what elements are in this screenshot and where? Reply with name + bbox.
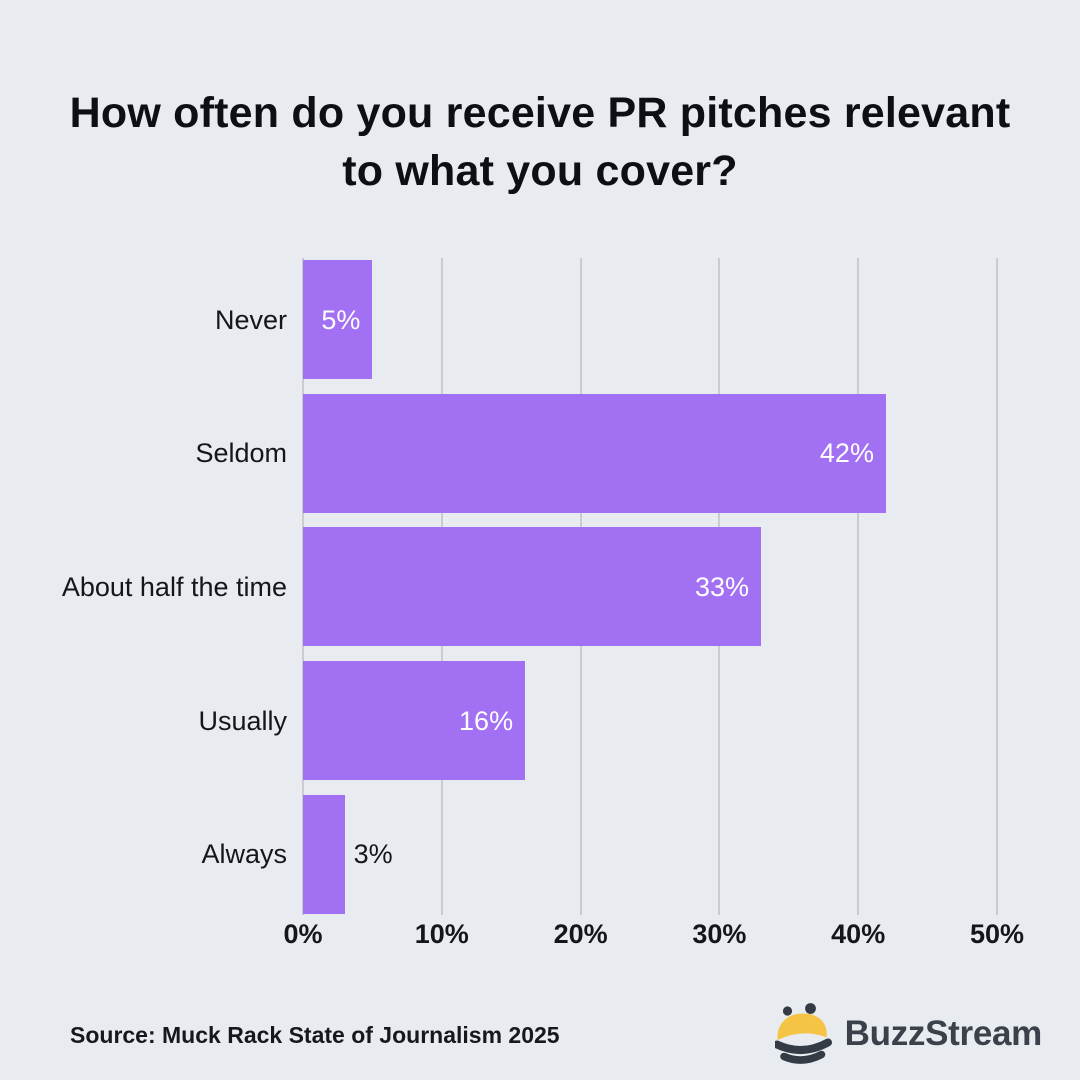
x-tick-label: 20% (553, 919, 608, 949)
buzzstream-logo: BuzzStream (774, 1001, 1043, 1067)
value-label: 16% (459, 705, 514, 736)
logo-text: BuzzStream (844, 1014, 1043, 1053)
category-label: Never (214, 304, 287, 335)
bar (303, 794, 345, 914)
value-label: 33% (694, 571, 750, 602)
gridline (996, 258, 998, 915)
value-label: 3% (353, 839, 393, 870)
x-tick-label: 10% (414, 919, 469, 949)
x-tick-label: 50% (969, 919, 1025, 949)
bee-icon (774, 1003, 832, 1064)
source-note: Source: Muck Rack State of Journalism 20… (70, 1022, 560, 1048)
chart-title-line2: to what you cover? (342, 147, 738, 195)
value-label: 42% (819, 438, 874, 469)
bar (303, 393, 886, 513)
x-tick-label: 40% (831, 919, 886, 949)
x-tick-label: 0% (283, 919, 323, 949)
bar (303, 661, 526, 781)
chart-title: How often do you receive PR pitches rele… (0, 84, 1080, 200)
gridline (857, 258, 860, 915)
value-label: 5% (321, 304, 361, 335)
bar (303, 260, 373, 379)
chart-title-line1: How often do you receive PR pitches rele… (69, 89, 1011, 137)
category-label: Seldom (195, 438, 287, 469)
category-label: Usually (198, 705, 287, 736)
bar (303, 527, 762, 647)
category-label: Always (201, 839, 287, 870)
category-label: About half the time (61, 571, 287, 602)
x-tick-label: 30% (692, 919, 747, 949)
